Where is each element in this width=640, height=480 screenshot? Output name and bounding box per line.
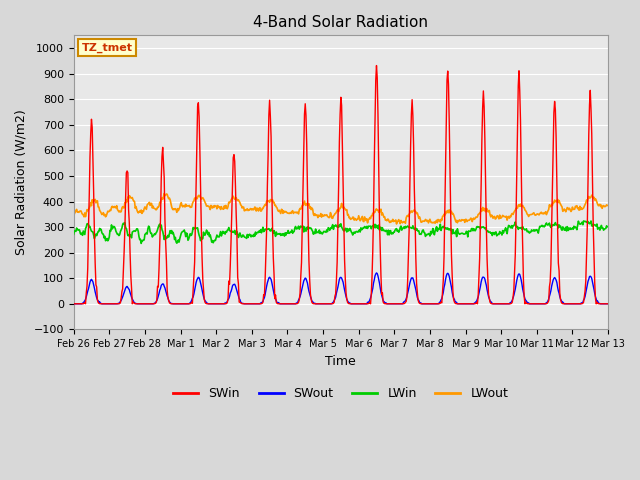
Legend: SWin, SWout, LWin, LWout: SWin, SWout, LWin, LWout — [168, 383, 513, 406]
Title: 4-Band Solar Radiation: 4-Band Solar Radiation — [253, 15, 428, 30]
Y-axis label: Solar Radiation (W/m2): Solar Radiation (W/m2) — [15, 109, 28, 255]
X-axis label: Time: Time — [326, 355, 356, 368]
Text: TZ_tmet: TZ_tmet — [82, 43, 132, 53]
